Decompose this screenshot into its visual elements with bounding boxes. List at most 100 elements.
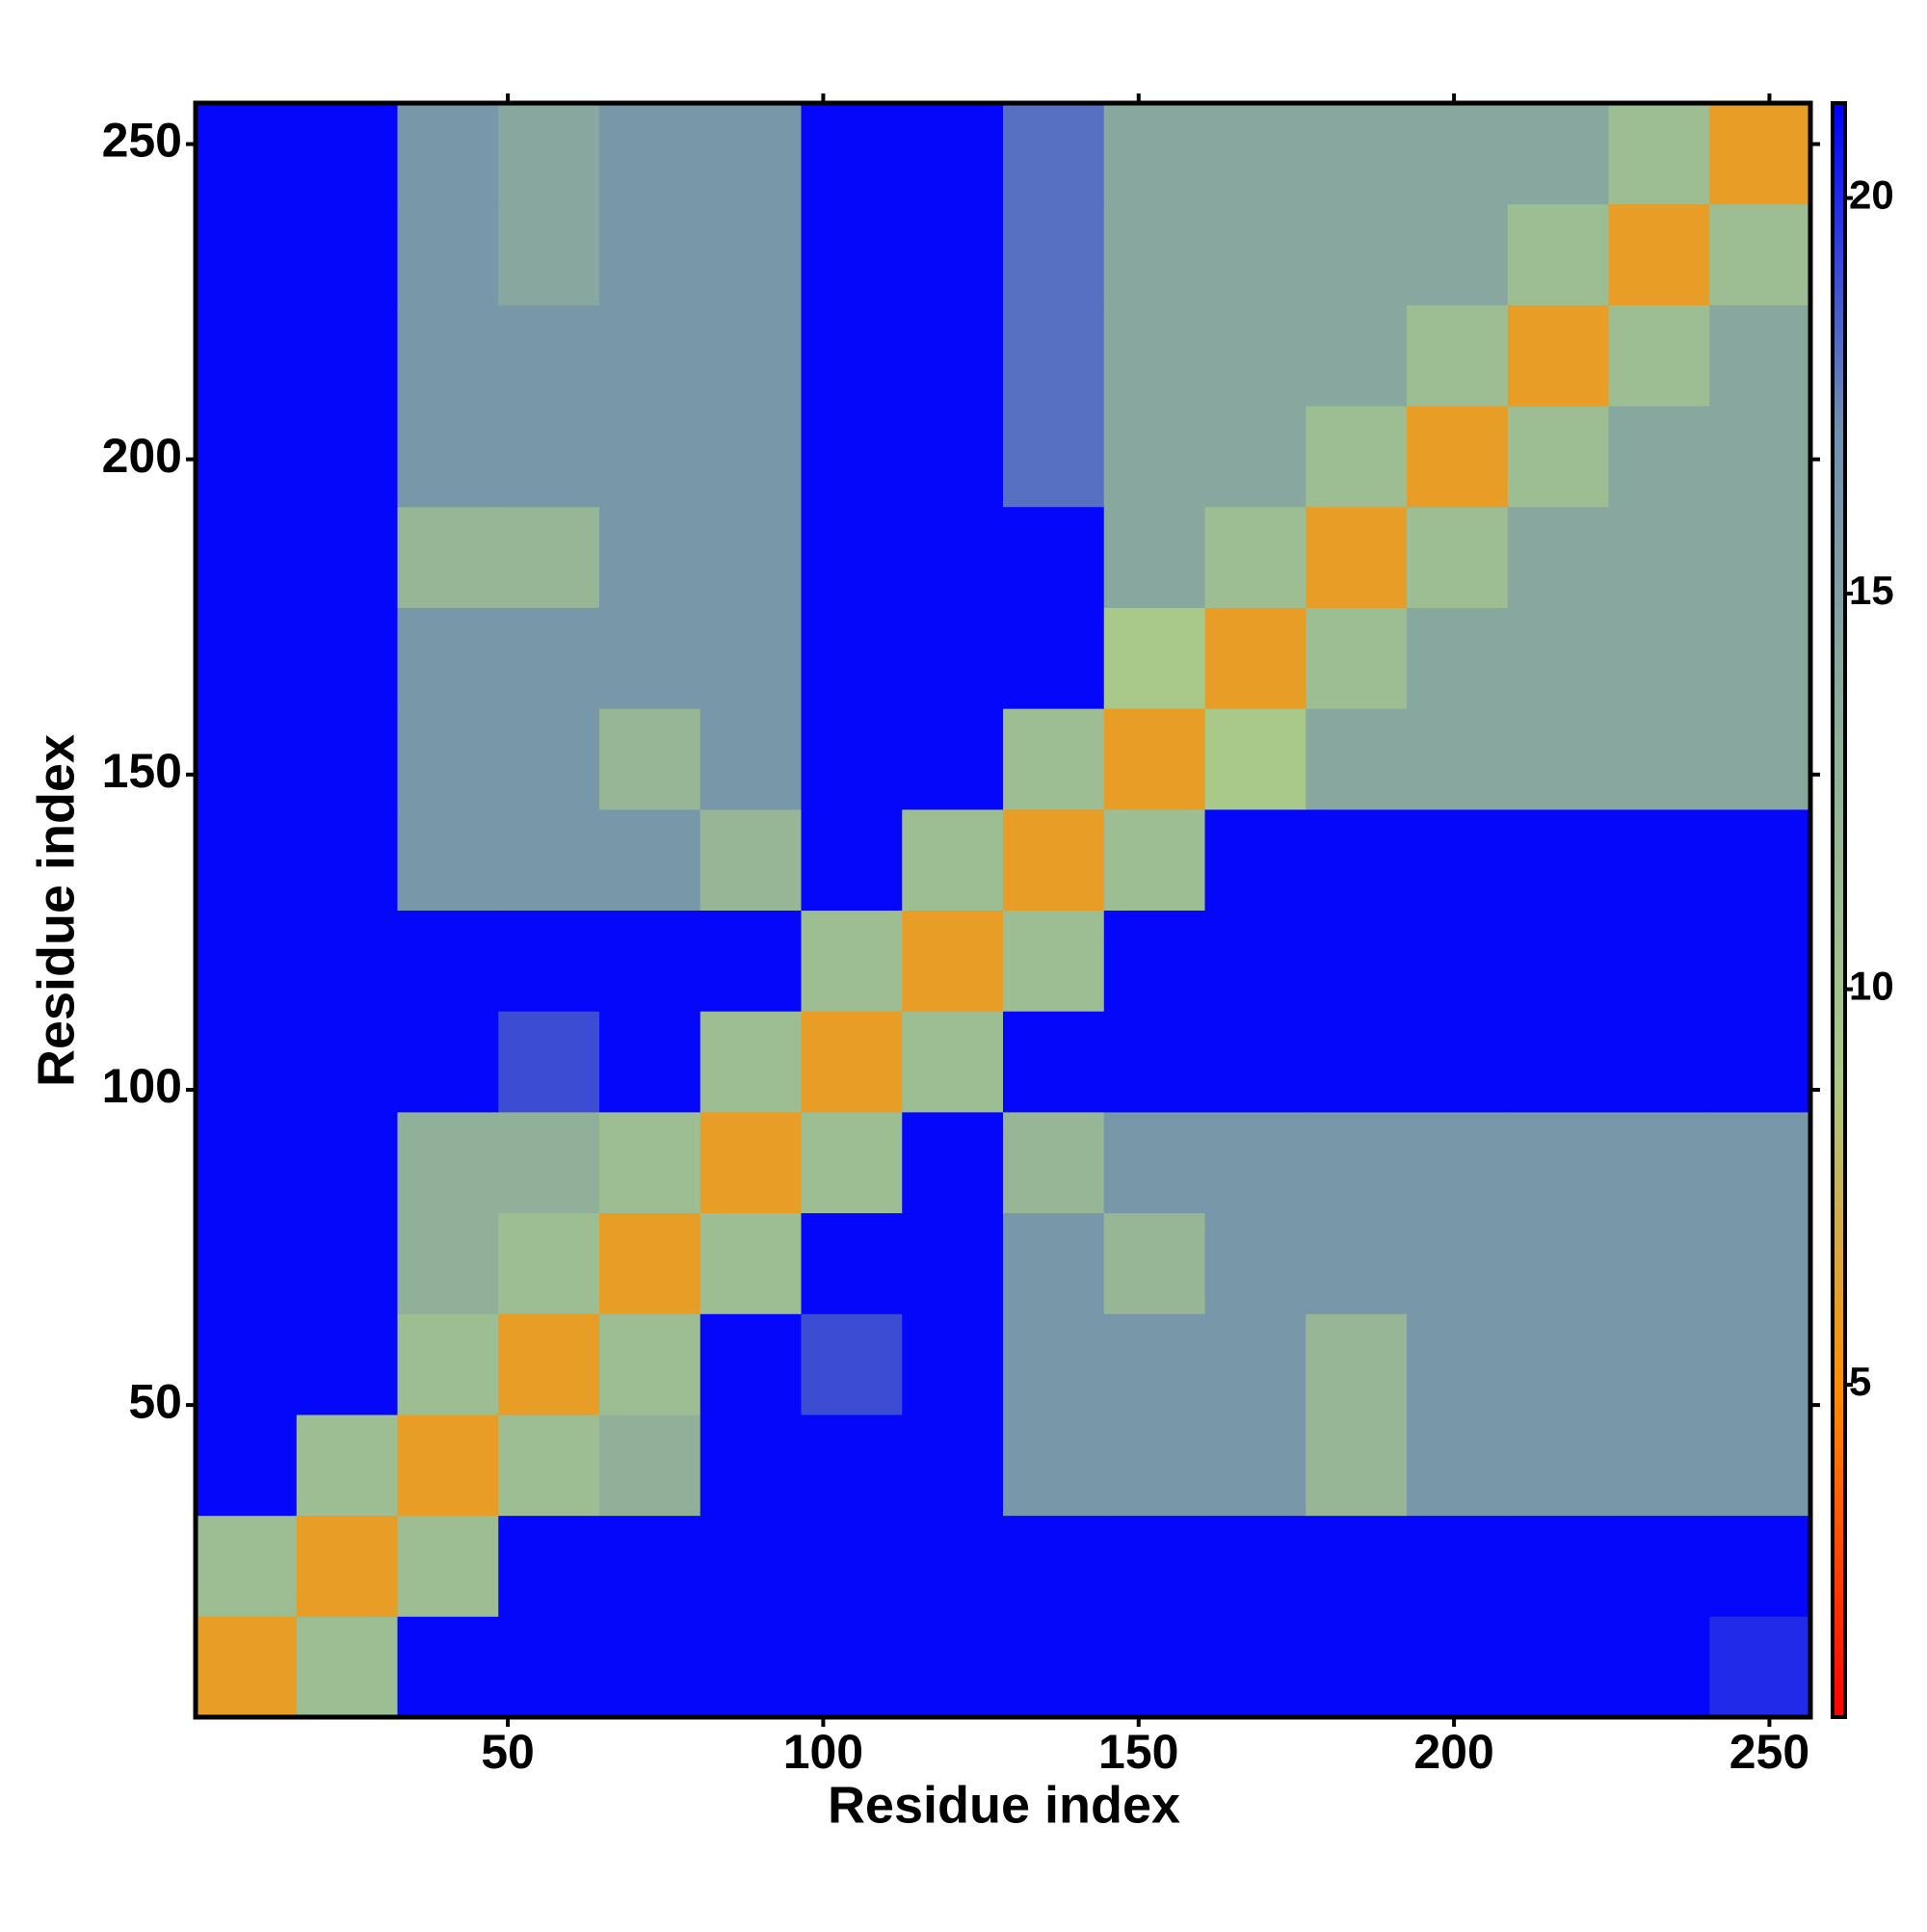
heatmap-cell xyxy=(902,304,1004,407)
heatmap-cell xyxy=(1407,203,1509,305)
heatmap-cell xyxy=(1204,203,1307,305)
y-axis-label: Residue index xyxy=(27,734,85,1087)
y-tick-label: 150 xyxy=(102,744,182,798)
heatmap-cell xyxy=(1103,1414,1205,1517)
heatmap-cell xyxy=(1608,304,1710,407)
heatmap-cell xyxy=(902,910,1004,1012)
heatmap-cell xyxy=(1204,1616,1307,1718)
heatmap-cell xyxy=(1608,1212,1710,1314)
heatmap-cell xyxy=(498,1111,600,1214)
heatmap-cell xyxy=(599,304,701,407)
heatmap-cell xyxy=(902,607,1004,709)
heatmap-cell xyxy=(397,1313,499,1416)
heatmap-cell xyxy=(296,708,398,810)
heatmap-cell xyxy=(296,103,398,205)
heatmap-cell xyxy=(1003,506,1105,608)
heatmap-cell xyxy=(902,1212,1004,1314)
heatmap-cell xyxy=(599,607,701,709)
heatmap-cell xyxy=(1103,1616,1205,1718)
heatmap-cell xyxy=(196,1212,298,1314)
heatmap-cell xyxy=(1204,708,1307,810)
heatmap-cell xyxy=(1204,1011,1307,1113)
y-tick-label: 100 xyxy=(102,1059,182,1113)
heatmap-cell xyxy=(397,1111,499,1214)
heatmap-cell xyxy=(902,506,1004,608)
heatmap-cell xyxy=(1003,1515,1105,1617)
heatmap-cell xyxy=(196,808,298,911)
plot-frame xyxy=(193,100,1813,1720)
heatmap-cell xyxy=(1103,1515,1205,1617)
heatmap-cell xyxy=(296,607,398,709)
heatmap-cell xyxy=(599,1212,701,1314)
x-tick-label: 200 xyxy=(1413,1725,1493,1779)
heatmap-cell xyxy=(700,607,802,709)
heatmap-cell xyxy=(296,1414,398,1517)
heatmap-cell xyxy=(1507,1414,1609,1517)
heatmap-cell xyxy=(599,1111,701,1214)
heatmap-cell xyxy=(296,1011,398,1113)
heatmap-cell xyxy=(1709,304,1811,407)
x-axis-label: Residue index xyxy=(828,1776,1180,1834)
heatmap-cell xyxy=(1003,1011,1105,1113)
heatmap-cell xyxy=(599,1011,701,1113)
heatmap-cell xyxy=(801,1011,903,1113)
heatmap-cell xyxy=(801,910,903,1012)
heatmap-cell xyxy=(1608,1011,1710,1113)
heatmap-cell xyxy=(1103,708,1205,810)
heatmap-cell xyxy=(700,808,802,911)
heatmap-cell xyxy=(1407,1313,1509,1416)
y-tick-label: 200 xyxy=(102,429,182,483)
heatmap-cell xyxy=(1709,1313,1811,1416)
heatmap-cell xyxy=(1306,1011,1408,1113)
heatmap-cell xyxy=(498,910,600,1012)
heatmap-cell xyxy=(196,1011,298,1113)
heatmap-cell xyxy=(1306,607,1408,709)
heatmap-cell xyxy=(1407,304,1509,407)
x-tick-label: 150 xyxy=(1098,1725,1178,1779)
heatmap-cell xyxy=(1608,808,1710,911)
heatmap-cell xyxy=(1306,708,1408,810)
heatmap-cell xyxy=(1407,1111,1509,1214)
heatmap-cell xyxy=(902,808,1004,911)
heatmap-cell xyxy=(1103,406,1205,508)
heatmap-cell xyxy=(1103,1212,1205,1314)
heatmap-cell xyxy=(1003,1414,1105,1517)
heatmap-cell xyxy=(498,1515,600,1617)
heatmap-cell xyxy=(397,203,499,305)
heatmap-cell xyxy=(902,1111,1004,1214)
heatmap-cell xyxy=(1306,808,1408,911)
heatmap-cell xyxy=(801,1313,903,1416)
heatmap-cell xyxy=(196,304,298,407)
heatmap-cell xyxy=(801,808,903,911)
heatmap-cell xyxy=(1306,103,1408,205)
heatmap-cell xyxy=(1608,607,1710,709)
heatmap-cell xyxy=(1103,607,1205,709)
heatmap-cell xyxy=(1507,708,1609,810)
heatmap-cell xyxy=(196,708,298,810)
heatmap-cell xyxy=(498,103,600,205)
heatmap-cell xyxy=(1103,103,1205,205)
heatmap-cell xyxy=(1204,607,1307,709)
heatmap-cell xyxy=(700,103,802,205)
heatmap-cell xyxy=(902,1313,1004,1416)
heatmap-cell xyxy=(296,1313,398,1416)
heatmap-cell xyxy=(397,103,499,205)
colorbar-tick-label: 5 xyxy=(1849,1359,1871,1404)
heatmap-cell xyxy=(1003,708,1105,810)
heatmap-cell xyxy=(599,1313,701,1416)
heatmap-cell xyxy=(1407,506,1509,608)
heatmap-cell xyxy=(397,1515,499,1617)
heatmap-cell xyxy=(296,808,398,911)
heatmap-cell xyxy=(1608,1616,1710,1718)
heatmap-cell xyxy=(1003,808,1105,911)
heatmap-cell xyxy=(498,304,600,407)
heatmap-cell xyxy=(296,1616,398,1718)
heatmap-cell xyxy=(599,1515,701,1617)
heatmap-cell xyxy=(1306,1313,1408,1416)
heatmap-cell xyxy=(801,1212,903,1314)
heatmap-cell xyxy=(397,910,499,1012)
heatmap-cell xyxy=(1407,607,1509,709)
heatmap-cell xyxy=(1003,103,1105,205)
heatmap-cell xyxy=(1103,506,1205,608)
